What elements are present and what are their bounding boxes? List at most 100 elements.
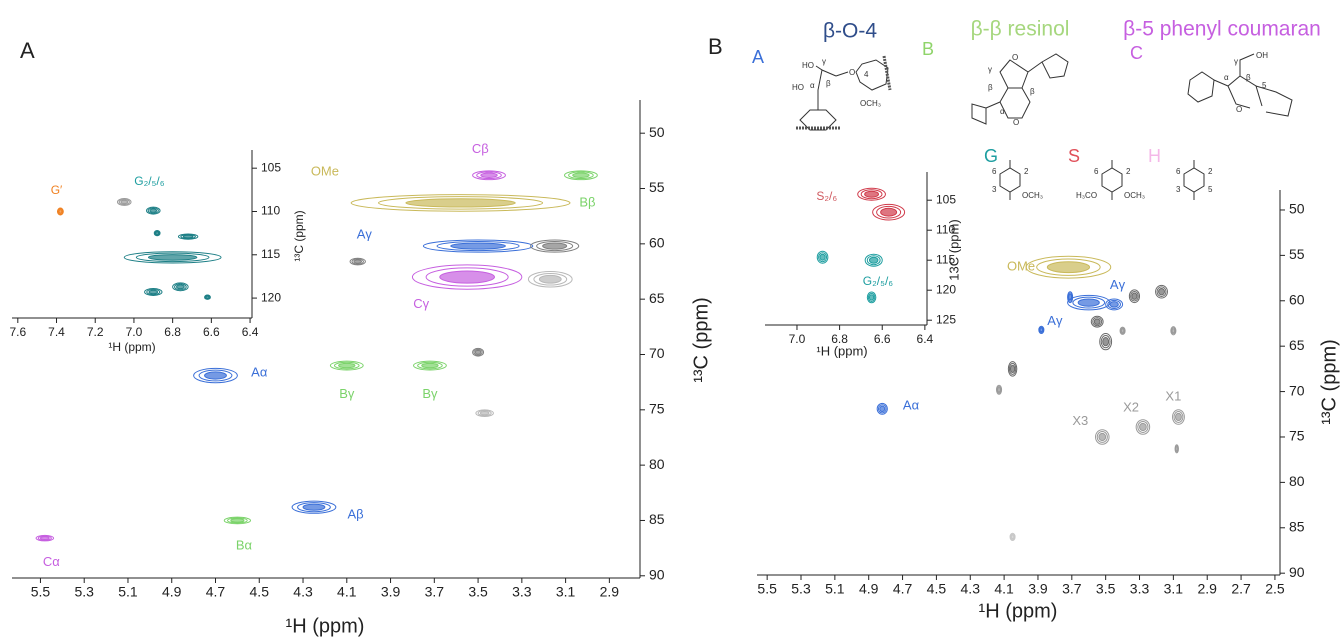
contour: [230, 518, 245, 523]
cross-peak: [350, 194, 571, 212]
atom-label: γ: [1234, 57, 1238, 66]
y-tick-label: 105: [936, 192, 956, 206]
contour: [877, 404, 887, 414]
contour: [302, 503, 326, 511]
cross-peak: [1025, 255, 1112, 279]
x-tick-label: 6.8: [164, 325, 181, 339]
contour: [1170, 327, 1176, 335]
contour: [1077, 298, 1100, 307]
y-tick-label: 90: [1289, 564, 1305, 580]
contour: [153, 230, 161, 237]
atom-label: 5: [1208, 185, 1213, 194]
contour: [1010, 534, 1015, 540]
peak-label: X2: [1123, 399, 1139, 414]
x-tick-label: 3.3: [512, 584, 532, 600]
cross-peak: [177, 233, 199, 240]
x-tick-label: 3.3: [1130, 581, 1150, 597]
cross-peak: [1038, 325, 1045, 334]
contour: [57, 208, 64, 215]
contour: [866, 255, 881, 266]
contour: [172, 282, 189, 292]
y-tick-label: 110: [261, 204, 280, 218]
contour: [860, 189, 883, 200]
y-tick-label: 65: [649, 290, 665, 306]
atom-label: α: [1224, 73, 1229, 82]
x-tick-label: 5.5: [31, 584, 51, 600]
contour: [297, 502, 331, 513]
cross-peak: [876, 402, 888, 415]
contour: [866, 291, 877, 304]
structure-drawing: γ β β α O O: [971, 53, 1069, 127]
contour: [1172, 409, 1185, 425]
contour: [144, 288, 163, 296]
cross-peak: [1067, 294, 1111, 311]
contour: [182, 234, 194, 239]
peak-label: G₂/₅/₆: [863, 274, 893, 288]
contour: [1174, 412, 1182, 422]
cross-peak: [1095, 429, 1110, 445]
x-tick-label: 3.1: [1164, 581, 1184, 597]
contour: [176, 284, 185, 290]
contour: [177, 233, 199, 240]
atom-label: 4: [864, 70, 869, 79]
cross-peak: [475, 409, 494, 417]
structure-name: β-β resinol: [971, 18, 1070, 41]
contour: [353, 259, 363, 264]
x-tick-label: 6.6: [203, 325, 220, 339]
contour: [180, 234, 196, 240]
y-tick-label: 70: [649, 345, 665, 361]
contour: [868, 294, 875, 301]
atom-label: H₃CO: [1076, 191, 1097, 200]
x-tick-label: 6.4: [242, 325, 259, 339]
contour: [1039, 327, 1044, 333]
y-tick-label: 90: [649, 566, 665, 582]
cross-peak: [1105, 298, 1124, 311]
contour: [1175, 446, 1179, 452]
contour: [1102, 337, 1110, 347]
contour: [1173, 411, 1184, 423]
atom-label: γ: [822, 57, 826, 66]
contour: [146, 288, 161, 296]
y-tick-label: 80: [649, 456, 665, 472]
cross-peak: [1174, 444, 1179, 454]
contour: [58, 209, 63, 214]
contour: [439, 270, 495, 284]
x-tick-label: 5.5: [757, 581, 777, 597]
contour: [568, 171, 594, 180]
contour: [338, 362, 356, 369]
peak-label: Bα: [236, 537, 253, 552]
x-axis-label: ¹H (ppm): [979, 600, 1058, 622]
contour: [1095, 429, 1110, 445]
contour: [572, 172, 590, 178]
cross-peak: [527, 271, 573, 288]
structure-drawing: γ OH α β 5 O: [1187, 51, 1293, 117]
contour: [1096, 431, 1108, 443]
contour: [1139, 422, 1147, 432]
atom-label: 3: [992, 185, 997, 194]
contour: [472, 347, 485, 357]
contour: [1155, 284, 1168, 299]
peak-label: Aα: [251, 365, 268, 380]
contour: [1010, 533, 1015, 541]
contour: [533, 272, 568, 286]
contour: [56, 207, 64, 216]
atom-label: OCH₃: [1124, 191, 1145, 200]
structure-letter: H: [1148, 146, 1161, 166]
contour: [174, 283, 187, 291]
contour: [475, 409, 494, 417]
cross-peak: [1170, 326, 1177, 336]
x-tick-label: 6.8: [831, 332, 848, 346]
contour: [876, 402, 888, 415]
y-tick-label: 105: [261, 160, 281, 174]
cross-peak: [564, 170, 598, 181]
contour: [1120, 328, 1125, 334]
atom-label: O: [1013, 118, 1019, 127]
contour: [405, 198, 516, 208]
x-tick-label: 7.0: [789, 332, 806, 346]
contour: [1038, 325, 1045, 334]
y-tick-label: 75: [649, 401, 665, 417]
x-tick-label: 7.6: [9, 325, 26, 339]
x-tick-label: 3.1: [556, 584, 576, 600]
cross-peak: [123, 251, 222, 264]
